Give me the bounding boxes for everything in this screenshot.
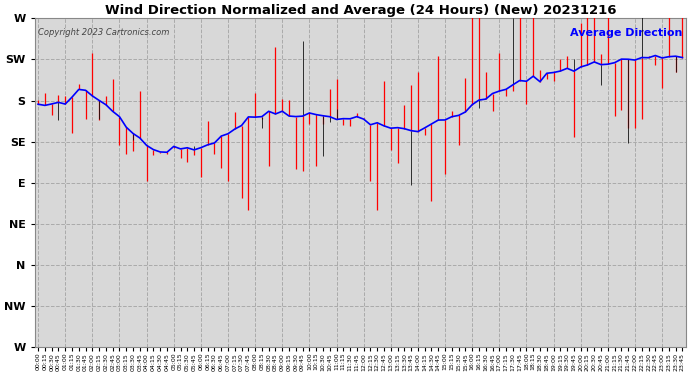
Text: Average Direction: Average Direction <box>570 28 682 38</box>
Text: Copyright 2023 Cartronics.com: Copyright 2023 Cartronics.com <box>38 28 169 37</box>
Title: Wind Direction Normalized and Average (24 Hours) (New) 20231216: Wind Direction Normalized and Average (2… <box>104 4 616 17</box>
